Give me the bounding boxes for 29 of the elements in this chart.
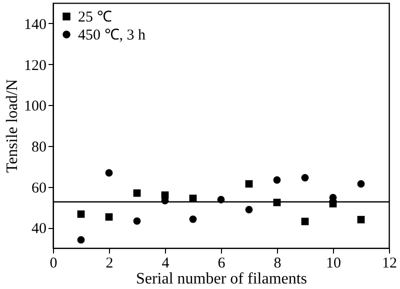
y-axis-title: Tensile load/N	[4, 78, 21, 173]
point	[301, 174, 309, 182]
point	[357, 180, 365, 188]
x-tick-label: 12	[382, 256, 397, 272]
x-tick-label: 6	[218, 256, 226, 272]
x-tick-label: 10	[326, 256, 341, 272]
point	[245, 180, 253, 188]
x-tick-label: 2	[106, 256, 114, 272]
y-tick-label: 80	[32, 139, 46, 156]
x-tick-label: 8	[274, 256, 282, 272]
point	[245, 206, 253, 214]
y-tick-label: 40	[32, 221, 46, 238]
point	[133, 217, 141, 225]
point	[133, 189, 141, 197]
point	[273, 176, 281, 184]
y-tick-label: 100	[24, 98, 46, 115]
y-tick-label: 140	[24, 16, 46, 33]
point	[105, 169, 113, 177]
point	[357, 216, 365, 224]
y-tick-label: 60	[32, 180, 46, 196]
x-tick-label: 0	[50, 256, 58, 272]
y-tick-label: 120	[24, 58, 46, 74]
point	[77, 236, 85, 244]
legend-label: 450 ℃, 3 h	[78, 28, 146, 44]
point	[77, 210, 85, 218]
point	[189, 216, 197, 223]
legend-label: 25 ℃	[78, 10, 112, 26]
x-tick-label: 4	[162, 256, 170, 272]
x-axis-title: Serial number of filaments	[136, 270, 308, 288]
